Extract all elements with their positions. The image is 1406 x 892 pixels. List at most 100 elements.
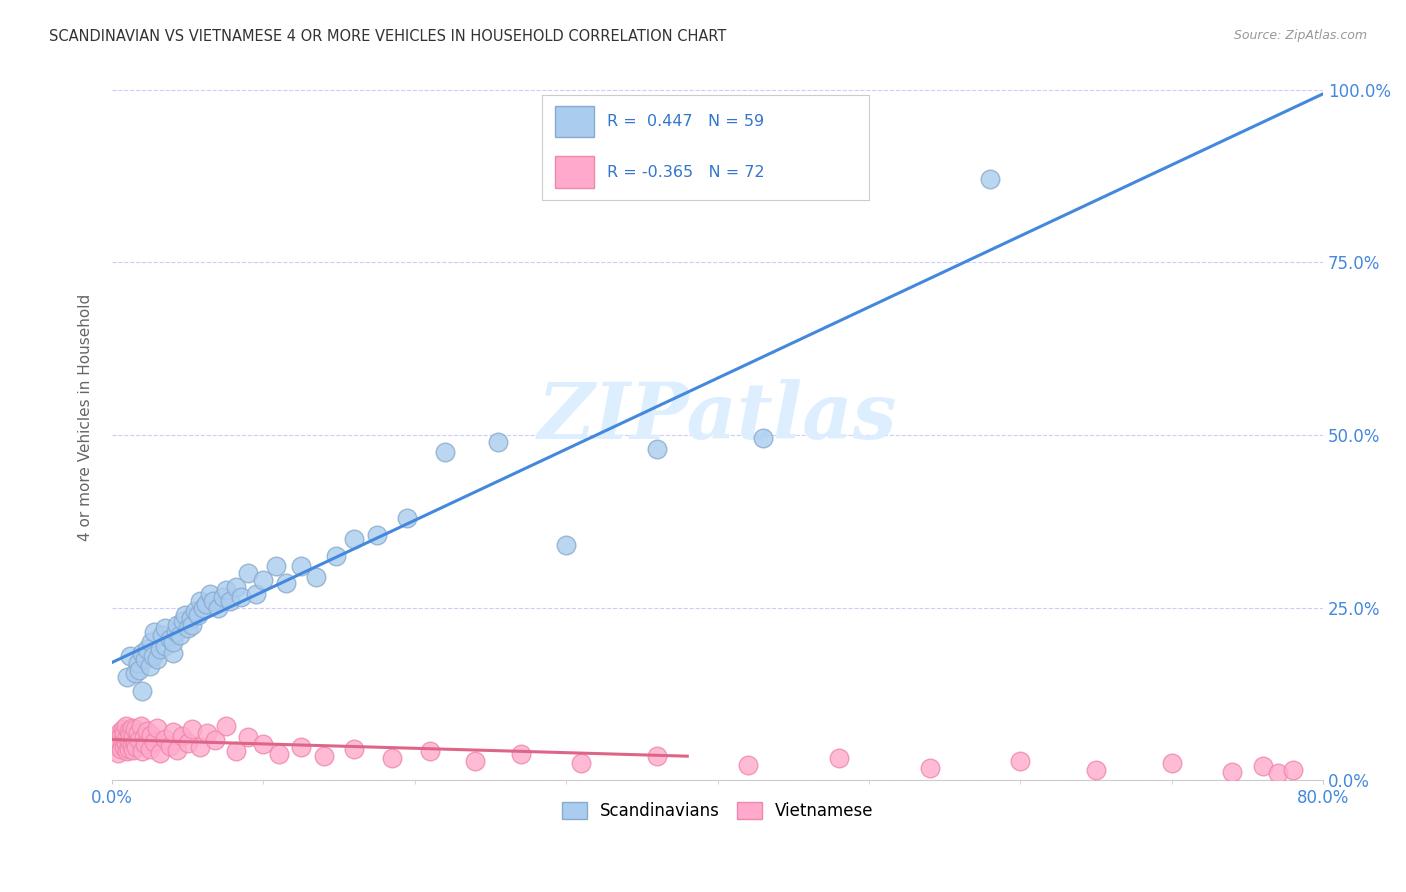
Point [107, 746, 129, 760]
Point [166, 618, 188, 632]
Point [211, 591, 233, 605]
Point [128, 663, 150, 677]
Point [139, 659, 162, 673]
Point [187, 607, 209, 622]
Point [118, 723, 141, 738]
Point [159, 739, 181, 753]
Point [752, 432, 775, 446]
Point [219, 593, 242, 607]
Point [162, 725, 184, 739]
Point [131, 683, 153, 698]
Point [128, 733, 150, 747]
Point [125, 740, 148, 755]
Point [124, 666, 146, 681]
Point [343, 742, 366, 756]
Point [290, 559, 312, 574]
Point [1251, 759, 1274, 773]
Legend: Scandinavians, Vietnamese: Scandinavians, Vietnamese [555, 795, 880, 826]
Point [134, 652, 156, 666]
Point [115, 731, 138, 745]
Point [135, 723, 157, 738]
Point [129, 719, 152, 733]
Point [162, 635, 184, 649]
Point [122, 743, 145, 757]
Point [197, 726, 219, 740]
Point [229, 591, 252, 605]
Point [146, 721, 169, 735]
Point [108, 725, 131, 739]
Point [134, 738, 156, 752]
Point [150, 628, 173, 642]
Point [509, 747, 531, 761]
Point [396, 511, 419, 525]
Point [207, 600, 229, 615]
Point [184, 604, 207, 618]
Point [165, 624, 187, 639]
Point [115, 744, 138, 758]
Point [111, 733, 134, 747]
Point [225, 580, 247, 594]
Point [238, 731, 260, 745]
Point [131, 744, 153, 758]
Point [177, 621, 200, 635]
Point [118, 741, 141, 756]
Y-axis label: 4 or more Vehicles in Household: 4 or more Vehicles in Household [79, 294, 93, 541]
Point [124, 736, 146, 750]
Point [645, 749, 668, 764]
Point [1220, 764, 1243, 779]
Point [139, 741, 162, 756]
Point [267, 747, 290, 761]
Point [131, 646, 153, 660]
Point [486, 434, 509, 449]
Point [153, 639, 176, 653]
Point [162, 646, 184, 660]
Point [252, 738, 274, 752]
Point [108, 735, 131, 749]
Point [153, 621, 176, 635]
Point [200, 587, 222, 601]
Point [1267, 766, 1289, 780]
Point [381, 751, 404, 765]
Point [173, 607, 195, 622]
Point [274, 576, 297, 591]
Point [305, 569, 328, 583]
Point [120, 728, 142, 742]
Point [166, 743, 188, 757]
Point [112, 740, 135, 755]
Point [1160, 756, 1182, 770]
Point [120, 734, 142, 748]
Point [245, 587, 267, 601]
Point [121, 721, 143, 735]
Point [149, 642, 172, 657]
Point [104, 739, 127, 753]
Point [149, 746, 172, 760]
Text: ZIPatlas: ZIPatlas [538, 379, 897, 456]
Point [1085, 763, 1108, 777]
Point [238, 566, 260, 581]
Point [202, 593, 225, 607]
Point [112, 726, 135, 740]
Point [121, 739, 143, 753]
Point [325, 549, 347, 563]
Point [214, 719, 236, 733]
Point [1010, 754, 1032, 768]
Point [172, 615, 194, 629]
Point [110, 742, 132, 756]
Point [191, 600, 214, 615]
Point [214, 583, 236, 598]
Point [645, 442, 668, 456]
Point [1282, 763, 1305, 777]
Point [343, 532, 366, 546]
Point [141, 635, 163, 649]
Point [114, 719, 136, 733]
Point [569, 756, 592, 770]
Point [252, 573, 274, 587]
Point [181, 722, 204, 736]
Point [146, 652, 169, 666]
Point [181, 618, 204, 632]
Point [194, 597, 217, 611]
Point [180, 611, 202, 625]
Point [132, 731, 155, 745]
Point [464, 754, 486, 768]
Point [127, 656, 149, 670]
